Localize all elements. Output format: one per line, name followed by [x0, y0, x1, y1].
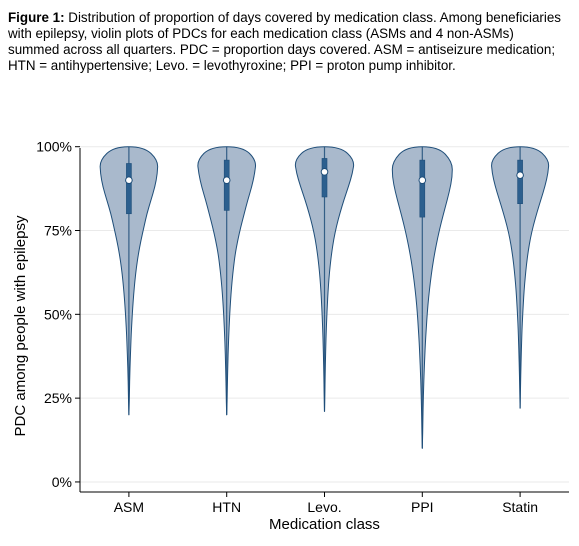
- x-tick-label: Statin: [502, 499, 538, 515]
- y-tick-label: 25%: [44, 390, 72, 406]
- x-tick-label: ASM: [114, 499, 144, 515]
- x-tick-label: Levo.: [307, 499, 341, 515]
- x-axis: ASM HTN Levo. PPI Statin: [80, 491, 569, 515]
- violin-series: [99, 146, 550, 449]
- y-axis-title: PDC among people with epilepsy: [12, 215, 29, 436]
- iqr-box: [321, 158, 328, 198]
- violin-asm: [99, 146, 159, 416]
- x-axis-title: Medication class: [269, 516, 380, 533]
- median-marker: [125, 176, 133, 185]
- median-marker: [320, 168, 329, 176]
- x-tick-label: PPI: [411, 499, 434, 515]
- median-marker: [222, 176, 231, 185]
- y-tick-label: 75%: [44, 223, 72, 239]
- median-marker: [418, 176, 427, 185]
- median-marker: [516, 171, 524, 179]
- y-tick-label: 0%: [52, 474, 72, 490]
- y-axis: 0% 25% 50% 75% 100%: [36, 139, 81, 492]
- iqr-box: [419, 159, 426, 218]
- iqr-box: [223, 159, 230, 211]
- y-tick-label: 50%: [44, 306, 72, 322]
- violin-htn: [197, 146, 257, 416]
- y-tick-label: 100%: [36, 139, 72, 155]
- violin-statin: [491, 146, 550, 409]
- violin-levo: [294, 146, 355, 413]
- x-tick-label: HTN: [212, 499, 241, 515]
- caption-text: Distribution of proportion of days cover…: [8, 10, 562, 73]
- violin-ppi: [391, 146, 453, 449]
- figure-label: Figure 1:: [8, 10, 65, 25]
- iqr-box: [517, 159, 523, 204]
- iqr-box: [126, 163, 132, 215]
- figure-caption: Figure 1: Distribution of proportion of …: [8, 10, 568, 74]
